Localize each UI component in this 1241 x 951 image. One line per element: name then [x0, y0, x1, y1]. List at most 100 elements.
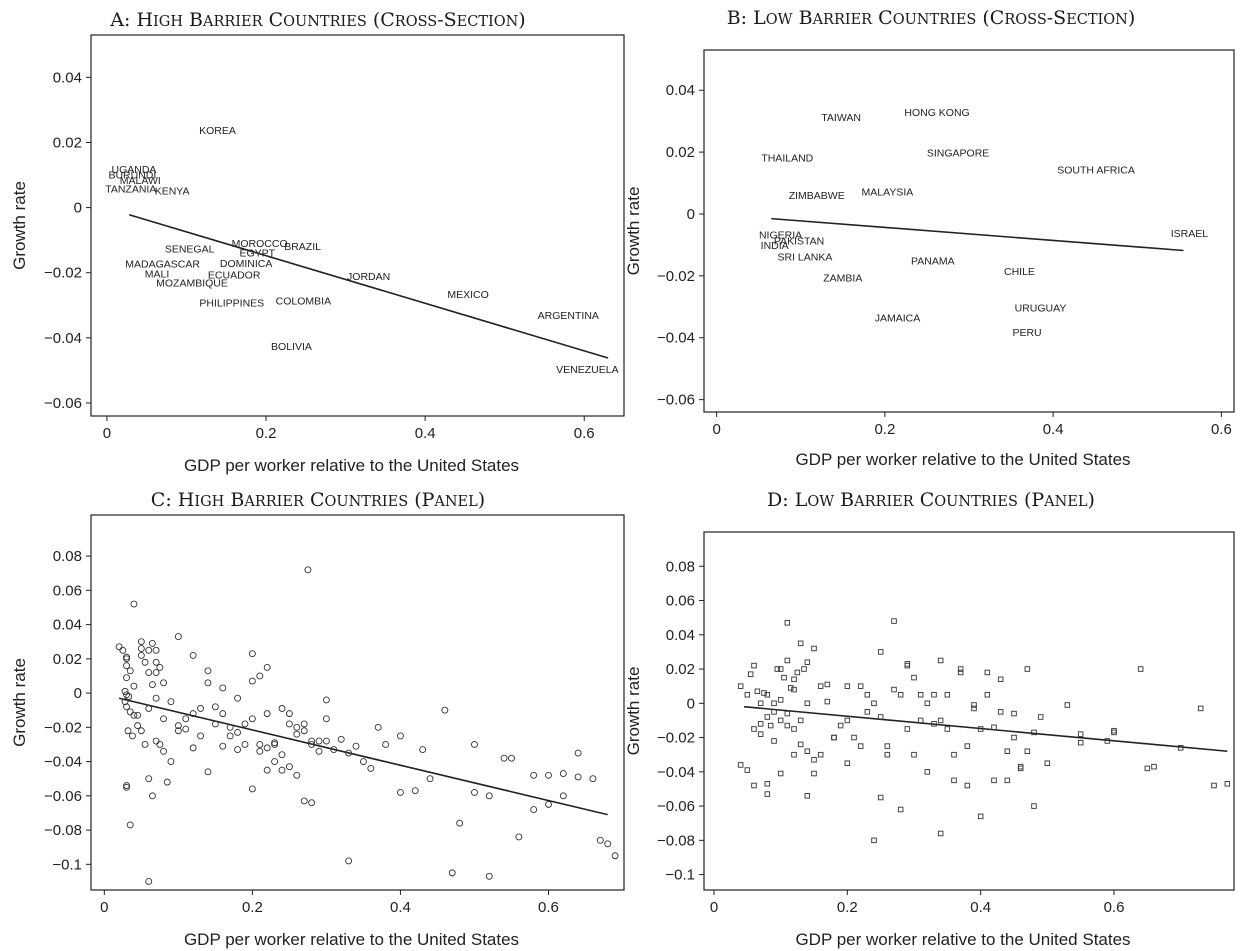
data-point: [747, 671, 754, 677]
y-tick-label: −0.06: [44, 395, 82, 412]
country-label: EGYPT: [239, 248, 275, 260]
data-point: [1031, 729, 1037, 736]
data-point: [991, 777, 997, 784]
data-point: [589, 775, 597, 783]
data-point: [791, 726, 797, 732]
data-point: [129, 732, 136, 740]
data-point: [784, 710, 791, 717]
data-point: [211, 703, 219, 711]
data-point: [163, 778, 171, 786]
data-point: [811, 645, 817, 652]
data-point: [917, 717, 924, 724]
data-point: [559, 792, 567, 800]
y-tick-label: 0.04: [53, 69, 82, 86]
data-point: [817, 751, 824, 758]
data-point: [761, 690, 767, 696]
country-label: SINGAPORE: [927, 148, 989, 160]
data-point: [308, 799, 316, 807]
country-label: JORDAN: [347, 271, 390, 283]
y-axis-label: Growth rate: [624, 187, 643, 276]
data-point: [367, 764, 375, 772]
data-point: [797, 640, 804, 647]
data-point: [877, 649, 884, 655]
data-point: [871, 837, 877, 844]
country-label: ARGENTINA: [538, 310, 599, 322]
data-point: [771, 738, 777, 744]
x-tick-label: 0.2: [256, 425, 277, 442]
data-point: [864, 709, 871, 715]
data-point: [844, 717, 851, 724]
data-point: [801, 666, 807, 672]
data-point: [737, 683, 744, 689]
country-label: TANZANIA: [105, 184, 156, 196]
data-point: [226, 732, 234, 740]
y-tick-label: −0.02: [657, 730, 695, 747]
data-point: [784, 620, 791, 626]
country-label: ZAMBIA: [823, 272, 862, 284]
data-point: [448, 869, 456, 877]
data-point: [891, 686, 897, 693]
data-point: [123, 691, 130, 699]
data-point: [957, 666, 964, 672]
data-point: [300, 797, 308, 805]
data-point: [771, 709, 777, 715]
country-label: NIGERIA: [759, 229, 802, 241]
country-label: UGANDA: [111, 164, 156, 176]
data-point: [797, 717, 804, 724]
data-point: [263, 766, 271, 774]
chart-title: A: HIGH BARRIER COUNTRIES (CROSS-SECTION…: [109, 9, 525, 31]
data-point: [751, 726, 757, 732]
data-point: [145, 705, 153, 712]
data-point: [134, 711, 142, 719]
data-point: [515, 833, 523, 841]
data-point: [924, 769, 931, 775]
data-point: [1024, 748, 1031, 755]
data-point: [944, 726, 951, 732]
data-point: [152, 669, 160, 676]
y-tick-label: 0.04: [666, 627, 695, 644]
y-tick-label: 0.06: [666, 593, 695, 610]
data-point: [791, 751, 797, 758]
data-point: [764, 791, 771, 797]
data-point: [152, 658, 160, 666]
country-label: KENYA: [155, 186, 190, 198]
data-point: [1011, 734, 1017, 741]
country-label: MALAWI: [120, 175, 161, 187]
data-point: [764, 714, 771, 720]
data-point: [877, 714, 884, 720]
data-point: [751, 662, 757, 669]
data-point: [774, 666, 781, 672]
data-point: [611, 852, 619, 860]
data-point: [263, 710, 271, 718]
y-tick-label: 0: [74, 200, 82, 217]
data-point: [293, 730, 301, 738]
y-tick-label: −0.1: [665, 867, 695, 884]
data-point: [123, 782, 130, 789]
data-point: [293, 771, 301, 779]
country-label: KOREA: [199, 125, 236, 137]
data-point: [396, 732, 404, 740]
data-point: [293, 723, 301, 731]
data-point: [134, 722, 142, 730]
data-point: [971, 702, 977, 708]
data-point: [256, 747, 264, 755]
x-axis-label: GDP per worker relative to the United St…: [184, 930, 519, 949]
data-point: [924, 700, 931, 707]
data-point: [241, 741, 249, 748]
data-point: [148, 681, 156, 688]
data-point: [811, 757, 817, 763]
country-label: ECUADOR: [208, 269, 261, 281]
data-point: [374, 723, 382, 731]
data-point: [871, 700, 877, 707]
data-point: [764, 691, 771, 698]
data-point: [130, 682, 138, 690]
plot-frame: [90, 514, 625, 891]
country-label: SRI LANKA: [778, 252, 833, 264]
country-label: INDIA: [761, 240, 789, 252]
data-point: [744, 691, 751, 698]
y-tick-label: 0.04: [666, 82, 695, 99]
data-point: [160, 747, 167, 755]
data-point: [784, 657, 791, 664]
y-tick-label: −0.06: [657, 392, 695, 409]
data-point: [1111, 729, 1117, 736]
